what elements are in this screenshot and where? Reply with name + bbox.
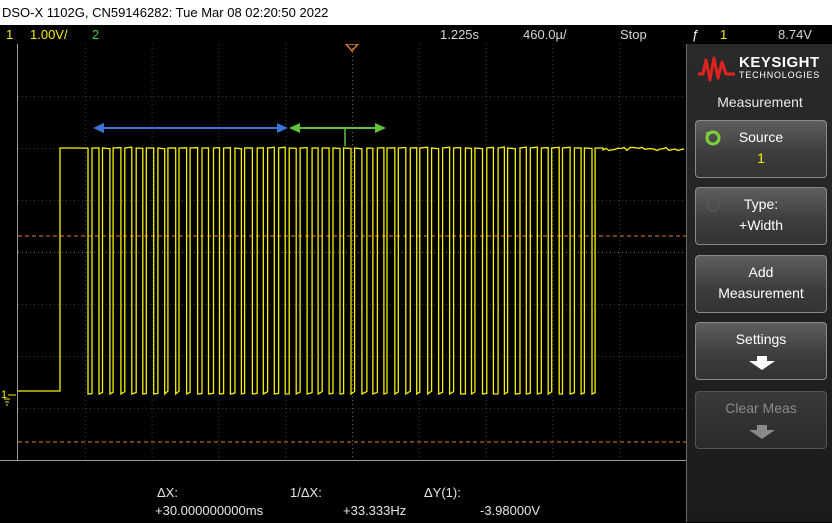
add-measurement-line2: Measurement: [696, 285, 826, 301]
time-scale: 460.0µ/: [523, 25, 567, 44]
arrow-down-icon: [747, 425, 777, 439]
delta-x-value: +30.000000000ms: [155, 503, 263, 518]
cursor-a-left-arrow-icon: [93, 123, 104, 133]
menu-title: Measurement: [687, 94, 832, 110]
clear-meas-softkey[interactable]: Clear Meas: [695, 391, 827, 449]
ground-icon: [0, 389, 17, 409]
status-bar: 1 1.00V/ 2 1.225s 460.0µ/ Stop ƒ 1 8.74V: [0, 25, 832, 44]
trigger-position-icon: [346, 44, 358, 51]
keysight-logo: KEYSIGHT TECHNOLOGIES: [695, 52, 829, 84]
trigger-slope-icon: ƒ: [692, 25, 699, 44]
logo-line2: TECHNOLOGIES: [739, 70, 820, 80]
inverse-delta-x-label: 1/ΔX:: [290, 485, 322, 500]
graticule: [18, 44, 686, 460]
horizontal-position: 1.225s: [440, 25, 479, 44]
ch2-number[interactable]: 2: [92, 25, 99, 44]
trigger-level: 8.74V: [778, 25, 812, 44]
type-value: +Width: [696, 217, 826, 233]
measurement-bar: ΔX: +30.000000000ms 1/ΔX: +33.333Hz ΔY(1…: [0, 460, 686, 523]
cursor-arrows: [93, 123, 386, 146]
keysight-wave-icon: [697, 54, 737, 82]
arrow-down-icon: [747, 356, 777, 370]
delta-x-label: ΔX:: [157, 485, 178, 500]
ch1-scale[interactable]: 1.00V/: [30, 25, 68, 44]
add-measurement-line1: Add: [696, 264, 826, 280]
waveform-display[interactable]: T: [17, 44, 687, 460]
source-value: 1: [696, 150, 826, 166]
softkey-sidebar: KEYSIGHT TECHNOLOGIES Measurement Source…: [686, 44, 832, 522]
settings-label: Settings: [696, 331, 826, 347]
ch1-number[interactable]: 1: [6, 25, 13, 44]
delta-y-value: -3.98000V: [480, 503, 540, 518]
source-label: Source: [696, 129, 826, 145]
cursor-b-left-arrow-icon: [289, 123, 300, 133]
add-measurement-softkey[interactable]: Add Measurement: [695, 255, 827, 313]
inverse-delta-x-value: +33.333Hz: [343, 503, 406, 518]
ch1-trace: [18, 147, 684, 394]
title-text: DSO-X 1102G, CN59146282: Tue Mar 08 02:2…: [0, 5, 328, 20]
source-softkey[interactable]: Source 1: [695, 120, 827, 178]
settings-softkey[interactable]: Settings: [695, 322, 827, 380]
scope-svg: T: [18, 44, 686, 460]
type-label: Type:: [696, 196, 826, 212]
title-bar: DSO-X 1102G, CN59146282: Tue Mar 08 02:2…: [0, 0, 832, 25]
type-softkey[interactable]: Type: +Width: [695, 187, 827, 245]
delta-y-label: ΔY(1):: [424, 485, 461, 500]
cursor-b-right-arrow-icon: [375, 123, 386, 133]
logo-line1: KEYSIGHT: [739, 54, 820, 71]
run-state: Stop: [620, 25, 647, 44]
trigger-source: 1: [720, 25, 727, 44]
clear-meas-label: Clear Meas: [696, 400, 826, 416]
cursor-a-right-arrow-icon: [277, 123, 288, 133]
ch1-ground-marker[interactable]: 1: [0, 389, 17, 409]
